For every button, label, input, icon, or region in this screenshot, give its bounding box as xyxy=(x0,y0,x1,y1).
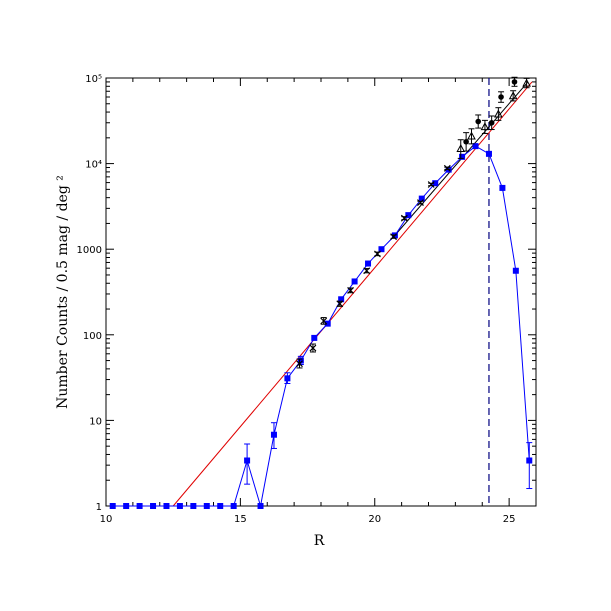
x-axis-title: R xyxy=(314,533,325,549)
triangle-marker xyxy=(456,143,466,153)
square-marker xyxy=(150,503,157,509)
circle-marker xyxy=(488,119,495,126)
series-line-0 xyxy=(172,81,533,507)
axis-ticks xyxy=(105,77,537,507)
square-marker xyxy=(311,334,318,341)
x-tick-label: 15 xyxy=(234,514,247,525)
square-marker xyxy=(499,184,506,191)
triangle-marker xyxy=(522,78,531,87)
y-tick-label: 1000 xyxy=(77,245,102,256)
triangle-marker xyxy=(508,91,518,100)
cross-marker xyxy=(400,214,408,222)
square-marker xyxy=(190,503,197,509)
y-tick-label: 1 xyxy=(96,502,102,513)
square-marker xyxy=(365,260,372,267)
y-tick-label: 10⁵ xyxy=(85,74,102,85)
y-tick-label: 100 xyxy=(83,331,102,342)
cross-marker xyxy=(374,250,381,258)
cross-marker xyxy=(296,360,303,368)
circle-marker xyxy=(475,118,482,125)
cross-marker xyxy=(363,267,371,275)
square-marker xyxy=(230,503,237,509)
square-marker xyxy=(297,357,304,364)
x-tick-label: 10 xyxy=(100,514,113,525)
x-tick-label: 20 xyxy=(368,514,381,525)
square-marker xyxy=(351,278,358,285)
square-marker xyxy=(203,503,210,509)
square-marker xyxy=(270,431,277,438)
y-tick-label: 10 xyxy=(89,416,102,427)
cross-marker xyxy=(336,300,344,308)
cross-marker xyxy=(417,199,424,207)
square-marker xyxy=(109,503,116,509)
square-marker xyxy=(136,503,143,509)
y-tick-label: 10⁴ xyxy=(85,160,102,171)
square-marker xyxy=(526,457,533,464)
cross-marker xyxy=(427,181,435,188)
square-marker xyxy=(485,150,492,157)
square-marker xyxy=(163,503,170,509)
square-marker xyxy=(338,296,345,303)
square-marker xyxy=(405,212,412,219)
cross-marker xyxy=(390,233,397,241)
square-marker xyxy=(472,143,479,150)
triangle-marker xyxy=(480,122,490,131)
square-marker xyxy=(512,267,519,274)
square-marker xyxy=(244,457,251,464)
square-marker xyxy=(217,503,224,509)
series-line-2 xyxy=(112,145,530,507)
square-marker xyxy=(257,503,264,509)
square-marker xyxy=(378,246,385,253)
circle-marker xyxy=(463,138,469,145)
square-marker xyxy=(123,503,130,509)
square-marker xyxy=(176,503,183,509)
square-marker xyxy=(324,320,331,327)
cross-marker xyxy=(347,286,354,294)
triangle-marker xyxy=(494,109,503,118)
square-marker xyxy=(459,153,466,160)
triangle-marker xyxy=(467,131,476,140)
y-axis-title: Number Counts / 0.5 mag / deg ² xyxy=(55,175,71,409)
square-marker xyxy=(284,375,291,382)
square-marker xyxy=(418,195,425,202)
square-marker xyxy=(432,180,439,187)
cross-marker xyxy=(309,344,317,352)
circle-marker xyxy=(511,79,518,85)
cross-marker xyxy=(443,164,451,172)
x-tick-label: 25 xyxy=(503,514,516,525)
cross-marker xyxy=(320,317,328,325)
series-group xyxy=(109,76,533,509)
circle-marker xyxy=(498,94,504,100)
